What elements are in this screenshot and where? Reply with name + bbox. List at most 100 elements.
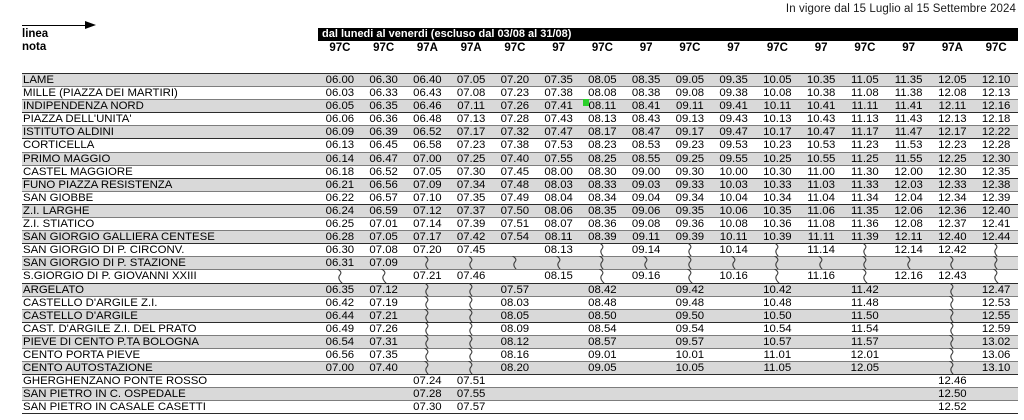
time-cell bbox=[449, 347, 493, 362]
time-cell: 08.04 bbox=[544, 191, 573, 204]
time-cell bbox=[581, 243, 625, 258]
continuation-squiggle-icon bbox=[467, 282, 476, 297]
time-cell bbox=[537, 310, 581, 322]
time-cell: 09.47 bbox=[719, 126, 748, 139]
line-code-0: 97C bbox=[329, 42, 351, 54]
time-cell: 12.53 bbox=[981, 296, 1011, 309]
arrow-head bbox=[85, 21, 96, 29]
time-cell: 07.12 bbox=[413, 204, 442, 217]
time-cell: 08.34 bbox=[588, 191, 617, 204]
time-cell bbox=[931, 334, 975, 349]
time-cell bbox=[581, 375, 625, 387]
time-cell: 12.16 bbox=[981, 100, 1011, 113]
time-cell bbox=[712, 375, 756, 387]
time-cells: 06.00 06.30 06.40 07.05 07.20 07.35 08.05 08.35… bbox=[318, 74, 1018, 86]
continuation-squiggle-icon bbox=[467, 361, 476, 376]
continuation-squiggle-icon bbox=[467, 256, 476, 271]
table-row: SAN GIORGIO DI P. STAZIONE 06.31 07.09 bbox=[22, 256, 1018, 271]
time-cell: 06.30 bbox=[325, 244, 355, 257]
continuation-squiggle-icon bbox=[423, 308, 432, 323]
time-cell bbox=[537, 256, 581, 271]
time-cell bbox=[712, 256, 756, 271]
stop-name: SAN GIORGIO DI P. CIRCONV. bbox=[23, 244, 185, 257]
time-cell: 07.43 bbox=[544, 113, 573, 126]
stop-name: SAN GIORGIO GALLIERA CENTESE bbox=[23, 231, 215, 244]
time-cell: 08.54 bbox=[588, 322, 617, 335]
time-cell: 07.35 bbox=[369, 348, 398, 361]
time-cell: 10.00 bbox=[719, 165, 748, 178]
line-code-1: 97C bbox=[373, 42, 395, 54]
time-cell bbox=[362, 269, 406, 284]
time-cell bbox=[624, 388, 668, 400]
continuation-squiggle-icon bbox=[423, 321, 432, 336]
time-cell: 10.03 bbox=[719, 178, 748, 191]
time-cell bbox=[406, 308, 450, 323]
time-cell: 06.21 bbox=[325, 178, 355, 191]
time-cell: 12.06 bbox=[894, 204, 923, 217]
table-bottom-rule bbox=[22, 413, 1018, 415]
time-cells: 06.49 07.26 08.09 08.54 09.54 10.54 11.54 12.59 bbox=[318, 321, 1018, 336]
time-cell bbox=[887, 297, 931, 309]
time-cells: 06.44 07.21 08.05 08.50 09.50 10.50 11.50 12.55 bbox=[318, 308, 1018, 323]
time-cell bbox=[668, 243, 712, 258]
time-cell: 09.08 bbox=[675, 87, 705, 100]
time-cell: 11.47 bbox=[894, 126, 923, 139]
time-cell bbox=[537, 401, 581, 413]
time-cell: 12.44 bbox=[981, 231, 1011, 244]
time-cell: 07.46 bbox=[456, 270, 486, 283]
time-cell bbox=[493, 388, 537, 400]
stop-name: PIEVE DI CENTO P.TA BOLOGNA bbox=[23, 335, 199, 348]
continuation-squiggle-icon bbox=[773, 269, 782, 284]
time-cell: 10.05 bbox=[675, 362, 705, 375]
time-cell: 06.52 bbox=[413, 126, 442, 139]
time-cell: 06.57 bbox=[369, 191, 398, 204]
stop-name: SAN PIETRO IN CASALE CASETTI bbox=[23, 401, 206, 414]
time-cell: 11.03 bbox=[807, 178, 835, 191]
time-cell: 09.11 bbox=[632, 231, 660, 244]
stop-name: SAN GIORGIO DI P. STAZIONE bbox=[23, 257, 186, 270]
time-cell: 11.39 bbox=[851, 231, 879, 244]
time-cell: 09.42 bbox=[675, 283, 705, 296]
time-cell bbox=[931, 308, 975, 323]
continuation-squiggle-icon bbox=[773, 256, 782, 271]
time-cell: 07.38 bbox=[544, 87, 573, 100]
time-cell bbox=[887, 362, 931, 374]
time-cell: 11.43 bbox=[894, 113, 923, 126]
time-cell bbox=[887, 284, 931, 296]
arrow-shaft bbox=[22, 25, 88, 26]
table-row: PIAZZA DELL'UNITA' 06.06 06.36 06.48 07.13 07… bbox=[22, 112, 1018, 125]
time-cell: 07.12 bbox=[369, 283, 398, 296]
time-cell bbox=[843, 243, 887, 258]
service-band: dal lunedi al venerdi (escluso dal 03/08… bbox=[318, 28, 1018, 41]
time-cell: 06.14 bbox=[325, 152, 355, 165]
time-cell: 07.45 bbox=[456, 244, 486, 257]
time-cell: 07.53 bbox=[544, 139, 573, 152]
table-row: FUNO PIAZZA RESISTENZA 06.21 06.56 07.09 07.… bbox=[22, 177, 1018, 191]
table-row: SAN PIETRO IN C. OSPEDALE 07.28 07.55 12.50 bbox=[22, 387, 1018, 401]
time-cell bbox=[712, 336, 756, 348]
time-cell bbox=[799, 336, 843, 348]
stop-name: CENTO AUTOSTAZIONE bbox=[23, 362, 153, 375]
time-cell: 11.13 bbox=[851, 113, 879, 126]
time-cell: 12.04 bbox=[894, 191, 923, 204]
time-cell bbox=[537, 362, 581, 374]
time-cell: 11.50 bbox=[851, 309, 879, 322]
time-cells: 07.30 07.57 12.52 bbox=[318, 401, 1018, 413]
table-row: CENTO PORTA PIEVE 06.56 07.35 08.16 09.01 10.… bbox=[22, 347, 1018, 362]
time-cell: 09.50 bbox=[675, 309, 705, 322]
time-cell: 10.33 bbox=[763, 178, 792, 191]
time-cell: 09.17 bbox=[675, 126, 705, 139]
stop-name: Z.I. STIATICO bbox=[23, 218, 95, 231]
time-cell: 11.25 bbox=[851, 152, 879, 165]
table-row: CASTEL MAGGIORE 06.18 06.52 07.05 07.30 07.45… bbox=[22, 164, 1018, 178]
continuation-squiggle-icon bbox=[817, 256, 826, 271]
line-code-7: 97 bbox=[639, 42, 653, 54]
time-cell bbox=[537, 284, 581, 296]
time-cell bbox=[537, 375, 581, 387]
time-cell: 07.17 bbox=[456, 126, 486, 139]
time-cell: 07.09 bbox=[369, 257, 398, 270]
time-cell bbox=[756, 269, 800, 284]
time-cell bbox=[624, 310, 668, 322]
time-cell: 08.30 bbox=[588, 165, 617, 178]
